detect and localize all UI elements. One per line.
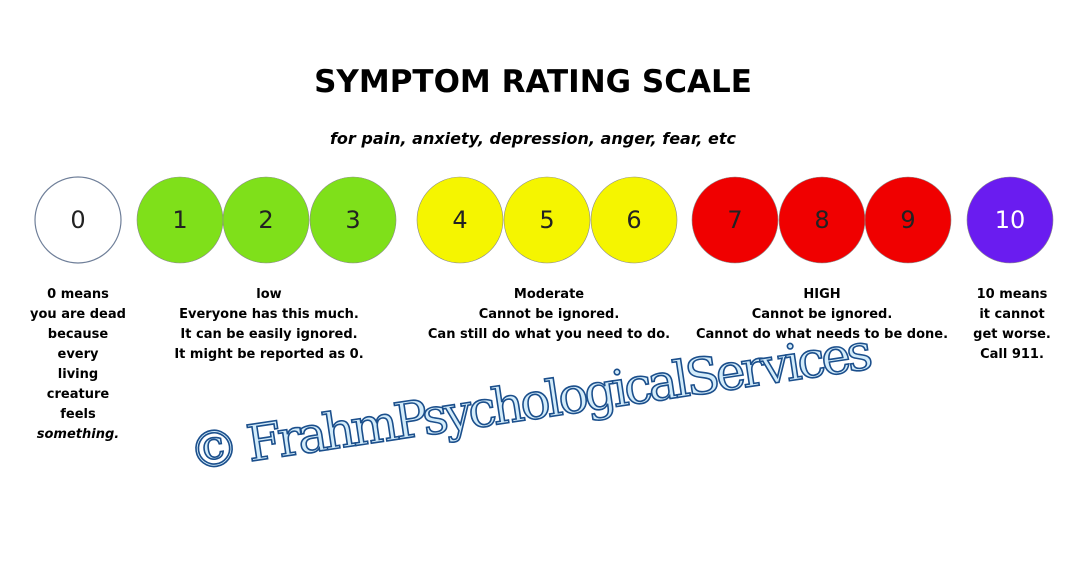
descriptions: 0 means you are dead because every living cre… xyxy=(30,287,1051,442)
description-line: you are dead xyxy=(30,307,126,322)
description-line: every xyxy=(58,347,100,362)
description-line: Moderate xyxy=(514,287,584,302)
description-line: creature xyxy=(47,387,110,402)
description-line: Cannot be ignored. xyxy=(752,307,893,322)
description-line: Can still do what you need to do. xyxy=(428,327,670,342)
description-line: Cannot do what needs to be done. xyxy=(696,327,948,342)
rating-number: 5 xyxy=(539,206,554,234)
description-line: because xyxy=(48,327,109,342)
rating-number: 8 xyxy=(814,206,829,234)
rating-circle xyxy=(34,176,122,264)
rating-number: 10 xyxy=(995,206,1026,234)
rating-circle xyxy=(590,176,678,264)
rating-number: 4 xyxy=(452,206,467,234)
description-line: living xyxy=(58,367,98,382)
description-line: something. xyxy=(37,427,119,442)
description-line: get worse. xyxy=(973,327,1051,342)
subtitle: for pain, anxiety, depression, anger, fe… xyxy=(330,129,737,148)
description-line: feels xyxy=(60,407,96,422)
rating-circle xyxy=(864,176,952,264)
rating-circle xyxy=(503,176,591,264)
description-line: Cannot be ignored. xyxy=(479,307,620,322)
description-line: Call 911. xyxy=(980,347,1044,362)
description-line: It can be easily ignored. xyxy=(180,327,357,342)
description-line: low xyxy=(256,287,281,302)
rating-number: 7 xyxy=(727,206,742,234)
rating-circle xyxy=(966,176,1054,264)
rating-number: 0 xyxy=(70,206,85,234)
rating-circle xyxy=(691,176,779,264)
description-line: Everyone has this much. xyxy=(179,307,359,322)
title: SYMPTOM RATING SCALE xyxy=(314,64,752,100)
description-line: It might be reported as 0. xyxy=(174,347,363,362)
description-line: it cannot xyxy=(979,307,1044,322)
description-line: 0 means xyxy=(47,287,109,302)
description-line: 10 means xyxy=(977,287,1048,302)
rating-number: 2 xyxy=(258,206,273,234)
circles: 0 1 2 3 4 5 6 7 8 9 10 xyxy=(34,176,1054,264)
rating-circle xyxy=(416,176,504,264)
rating-circle xyxy=(309,176,397,264)
rating-number: 6 xyxy=(626,206,641,234)
description-line: HIGH xyxy=(803,287,840,302)
rating-number: 1 xyxy=(172,206,187,234)
rating-number: 3 xyxy=(345,206,360,234)
rating-circle xyxy=(222,176,310,264)
rating-number: 9 xyxy=(900,206,915,234)
